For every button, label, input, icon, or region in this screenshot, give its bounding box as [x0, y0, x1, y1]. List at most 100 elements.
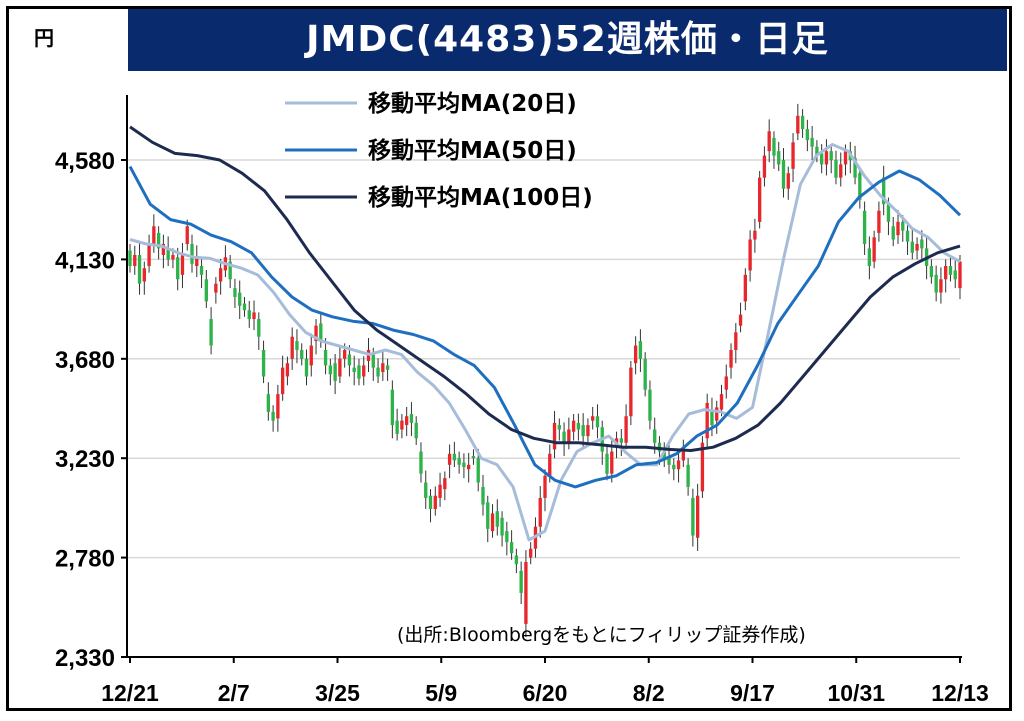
candle-down	[199, 266, 204, 275]
candle-up	[362, 365, 366, 377]
candle-down	[514, 555, 519, 565]
candle-up	[610, 451, 614, 474]
candle-down	[390, 389, 395, 426]
candle-up	[447, 453, 452, 465]
candle-down	[190, 243, 194, 264]
candle-up	[944, 266, 948, 280]
candle-up	[724, 376, 728, 390]
candle-up	[705, 402, 709, 439]
chart-title: JMDC(4483)52週株価・日足	[128, 9, 1007, 71]
candle-down	[519, 570, 523, 593]
y-tick-label: 3,230	[55, 446, 115, 473]
candle-up	[591, 416, 595, 421]
candle-up	[438, 484, 442, 498]
candle-down	[166, 248, 170, 260]
y-tick-label: 4,130	[55, 247, 115, 274]
candle-down	[333, 363, 337, 381]
candle-up	[529, 548, 533, 558]
candle-up	[381, 363, 385, 373]
candle-up	[633, 345, 638, 364]
candle-down	[653, 429, 657, 443]
candle-up	[757, 177, 762, 222]
candle-up	[753, 230, 757, 240]
candle-down	[772, 137, 776, 156]
y-tick-label: 2,330	[55, 645, 115, 672]
moving-average-lines	[128, 125, 962, 542]
x-tick-label: 12/13	[931, 680, 989, 706]
candle-down	[672, 464, 676, 470]
candle-up	[719, 394, 724, 410]
candle-down	[819, 153, 824, 165]
candle-up	[342, 349, 347, 359]
candle-up	[152, 226, 156, 244]
candle-up	[218, 268, 223, 282]
candle-up	[285, 363, 290, 377]
candle-up	[567, 429, 571, 443]
legend-label-ma50: 移動平均MA(50日)	[368, 137, 577, 164]
candle-up	[738, 314, 743, 326]
candle-down	[304, 358, 309, 377]
candle-up	[195, 257, 199, 267]
line-ma50	[128, 165, 962, 489]
candle-down	[486, 502, 490, 529]
candle-up	[729, 349, 733, 368]
candle-down	[452, 453, 457, 461]
candle-down	[266, 394, 271, 412]
candle-up	[548, 453, 552, 476]
candle-down	[667, 455, 671, 465]
candle-up	[676, 460, 681, 470]
candle-up	[443, 478, 447, 490]
candle-down	[137, 254, 142, 284]
candle-up	[824, 151, 829, 165]
grid-lines	[127, 159, 960, 559]
candle-down	[471, 455, 476, 459]
candle-up	[404, 416, 409, 426]
candle-down	[300, 349, 304, 359]
candle-down	[247, 310, 251, 320]
candle-up	[280, 367, 285, 395]
candle-up	[185, 226, 189, 244]
candle-down	[562, 431, 566, 443]
x-tick-label: 6/20	[523, 680, 568, 706]
legend-label-ma100: 移動平均MA(100日)	[368, 184, 593, 211]
candle-up	[171, 254, 175, 260]
candle-up	[142, 268, 146, 282]
candle-down	[576, 422, 581, 430]
candle-up	[309, 345, 313, 366]
candle-down	[357, 365, 361, 379]
candle-down	[805, 129, 810, 141]
candle-up	[681, 451, 686, 461]
candle-up	[490, 513, 495, 532]
candle-down	[710, 409, 714, 426]
candle-up	[290, 336, 294, 359]
candle-up	[524, 562, 528, 624]
candle-down	[648, 389, 652, 421]
candle-down	[858, 173, 862, 200]
candle-down	[662, 451, 666, 461]
candle-down	[233, 288, 237, 297]
candle-down	[242, 303, 247, 311]
y-tick-label: 4,580	[55, 148, 115, 175]
candle-up	[695, 495, 700, 538]
candle-up	[552, 422, 557, 450]
candle-up	[762, 155, 767, 178]
candle-up	[538, 497, 542, 527]
candle-down	[595, 416, 600, 428]
candle-down	[409, 414, 414, 423]
y-tick-label: 3,680	[55, 347, 115, 374]
x-tick-label: 3/25	[315, 680, 360, 706]
candle-down	[428, 495, 433, 510]
candle-up	[896, 221, 900, 236]
x-tick-label: 12/21	[101, 680, 159, 706]
legend: 移動平均MA(20日) 移動平均MA(50日) 移動平均MA(100日)	[285, 90, 593, 211]
candle-up	[958, 261, 962, 289]
candle-up	[767, 131, 771, 152]
candle-up	[338, 358, 342, 377]
candle-down	[261, 349, 266, 377]
candle-up	[214, 283, 218, 293]
candle-down	[934, 274, 938, 293]
candle-up	[700, 442, 705, 492]
unit-label: 円	[34, 26, 54, 50]
candle-up	[734, 332, 738, 350]
candle-up	[314, 325, 318, 342]
